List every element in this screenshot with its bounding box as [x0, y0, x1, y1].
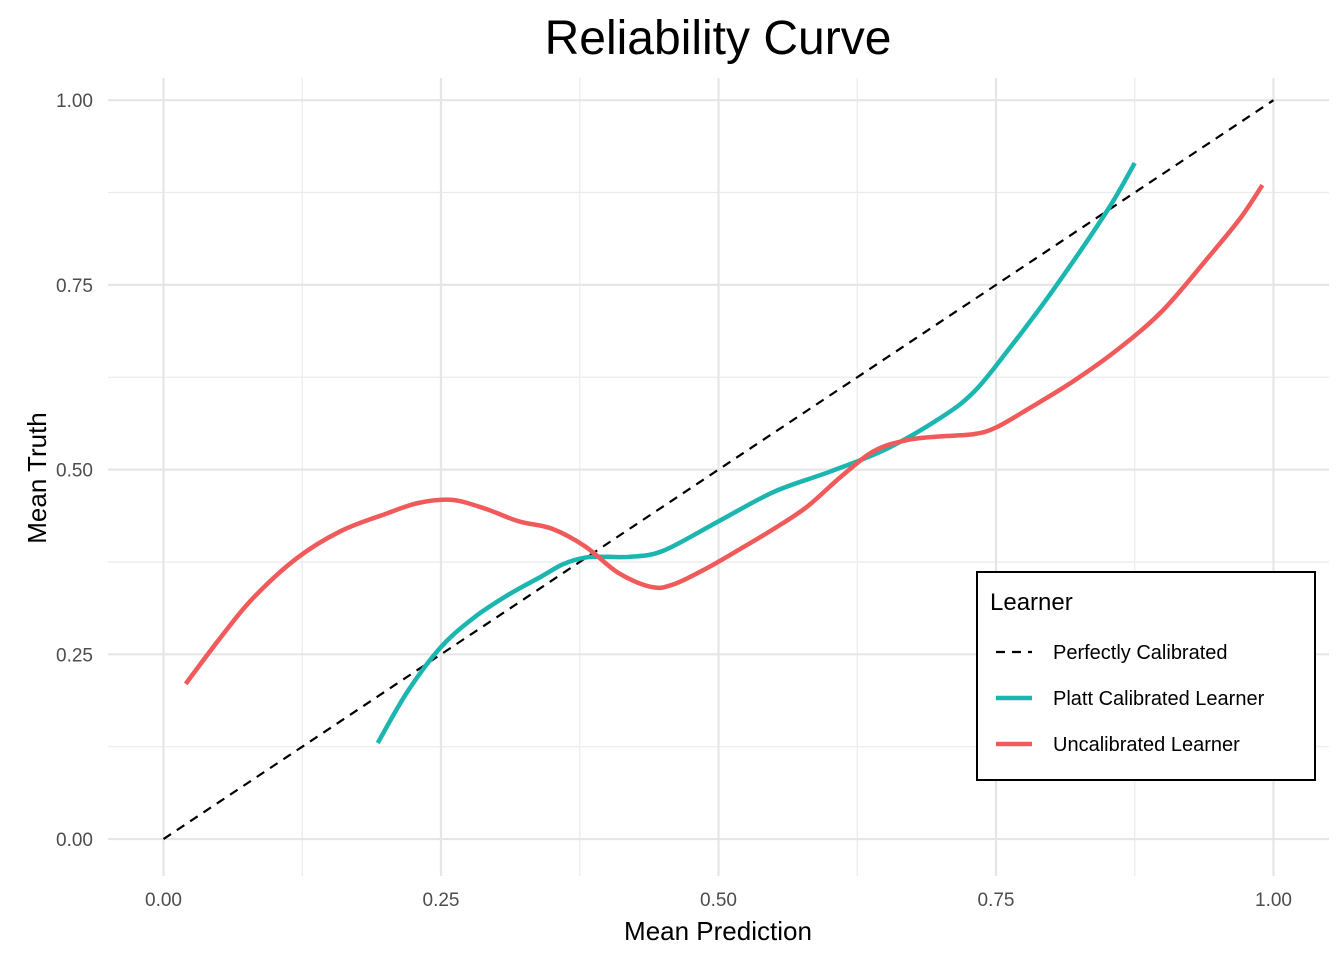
legend-box [976, 571, 1316, 781]
x-tick-label: 0.00 [145, 890, 182, 911]
y-tick-label: 1.00 [56, 91, 93, 112]
legend-label-uncalibrated-learner: Uncalibrated Learner [1053, 734, 1240, 756]
series-lines [162, 99, 1275, 840]
y-axis-label: Mean Truth [22, 412, 52, 544]
legend-label-perfectly-calibrated: Perfectly Calibrated [1053, 642, 1228, 664]
chart-title: Reliability Curve [545, 12, 892, 65]
legend-label-platt-calibrated-learner: Platt Calibrated Learner [1053, 688, 1265, 710]
y-tick-label: 0.00 [56, 830, 93, 851]
series-line-perfectly-calibrated [162, 99, 1275, 840]
x-tick-label: 0.75 [978, 890, 1015, 911]
x-tick-label: 0.50 [700, 890, 737, 911]
series-line-platt-calibrated-learner [375, 161, 1137, 745]
y-tick-label: 0.50 [56, 461, 93, 482]
y-tick-label: 0.25 [56, 645, 93, 666]
legend-items: Perfectly Calibrated Platt Calibrated Lea… [996, 642, 1265, 756]
x-tick-label: 0.25 [423, 890, 460, 911]
x-axis-ticks: 0.00 0.25 0.50 0.75 1.00 [145, 890, 1292, 911]
x-tick-label: 1.00 [1255, 890, 1292, 911]
x-axis-label: Mean Prediction [624, 916, 812, 946]
legend: Learner Perfectly Calibrated Platt Calibr… [976, 571, 1316, 781]
y-tick-label: 0.75 [56, 276, 93, 297]
y-axis-ticks: 0.00 0.25 0.50 0.75 1.00 [56, 91, 93, 851]
series-line-uncalibrated-learner [183, 183, 1265, 686]
legend-title: Learner [990, 589, 1073, 616]
